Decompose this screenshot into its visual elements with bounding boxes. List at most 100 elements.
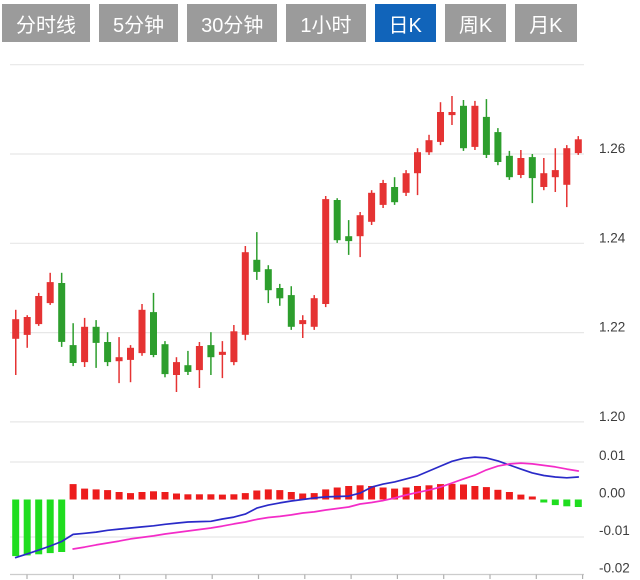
candle-body: [505, 155, 513, 178]
candle-body: [494, 132, 502, 162]
candle-body: [551, 170, 559, 178]
tab-label: 月K: [529, 14, 563, 37]
macd-bar-positive: [528, 496, 536, 500]
macd-bar-positive: [287, 492, 295, 500]
macd-bar-positive: [505, 492, 513, 500]
macd-bar-positive: [104, 490, 112, 500]
macd-bar-positive: [517, 494, 525, 500]
candle-body: [195, 346, 203, 371]
candle-body: [218, 351, 226, 355]
price-gridlines: [10, 64, 584, 423]
macd-bar-positive: [253, 490, 261, 500]
macd-bar-positive: [494, 489, 502, 500]
candle-body: [437, 112, 444, 142]
macd-bar-positive: [195, 494, 203, 500]
macd-bar-positive: [161, 492, 169, 500]
tab-weekly-k[interactable]: 周K: [444, 4, 507, 42]
tab-label: 5分钟: [113, 14, 165, 37]
tab-1hour[interactable]: 1小时: [286, 4, 366, 42]
candle-body: [81, 326, 89, 363]
tab-minute-line[interactable]: 分时线: [2, 4, 90, 42]
macd-bar-positive: [333, 487, 341, 500]
candle-body: [115, 357, 123, 362]
macd-bar-positive: [368, 486, 376, 500]
candle-body: [287, 295, 295, 327]
candle-body: [379, 183, 387, 205]
tab-daily-k[interactable]: 日K: [374, 4, 436, 42]
candle-body: [460, 105, 467, 149]
macd-bar-positive: [460, 484, 467, 500]
macd-bar-negative: [574, 499, 582, 507]
macd-bar-positive: [448, 483, 456, 500]
timeframe-tabs: 分时线 5分钟 30分钟 1小时 日K 周K 月K: [2, 4, 577, 42]
candle-body: [414, 152, 421, 174]
macd-bar-positive: [345, 486, 353, 500]
macd-bar-positive: [402, 487, 410, 500]
macd-gridlines: [10, 461, 584, 538]
tab-label: 1小时: [300, 14, 352, 37]
macd-bar-positive: [379, 487, 387, 500]
candle-body: [173, 362, 180, 375]
candle-body: [540, 173, 548, 187]
macd-bar-positive: [138, 492, 146, 500]
candle-body: [310, 298, 318, 327]
macd-bar-negative: [563, 499, 571, 507]
macd-bar-positive: [241, 493, 249, 500]
candle-body: [402, 173, 410, 193]
tab-monthly-k[interactable]: 月K: [515, 4, 577, 42]
candle-body: [563, 148, 571, 185]
macd-bar-negative: [23, 499, 31, 556]
candle-body: [333, 200, 341, 241]
macd-bar-positive: [425, 485, 433, 500]
macd-bar-positive: [173, 493, 180, 500]
macd-bar-positive: [230, 494, 238, 500]
candle-body: [528, 157, 536, 179]
candle-body: [12, 319, 20, 339]
macd-bar-positive: [92, 489, 100, 500]
macd-bar-positive: [150, 491, 157, 500]
candle-body: [299, 320, 307, 325]
macd-bar-positive: [276, 490, 284, 500]
candle-body: [264, 269, 272, 291]
macd-label: 0.01: [599, 448, 625, 463]
tab-label: 周K: [458, 14, 493, 37]
macd-label: -0.01: [599, 523, 630, 538]
macd-bar-positive: [81, 488, 89, 500]
macd-bar-positive: [115, 492, 123, 500]
candle-body: [425, 140, 433, 153]
macd-bar-negative: [46, 499, 54, 554]
candle-body: [35, 296, 43, 325]
macd-bar-positive: [218, 494, 226, 500]
macd-bar-negative: [12, 499, 20, 557]
candle-body: [46, 282, 54, 304]
candle-body: [345, 236, 353, 242]
macd-label: 0.00: [599, 486, 625, 501]
dif-line: [14, 456, 580, 559]
candle-body: [138, 309, 146, 354]
candle-body: [69, 345, 77, 363]
macd-bar-negative: [35, 499, 43, 555]
candle-body: [230, 331, 238, 363]
macd-bar-positive: [471, 486, 479, 500]
macd-bar-negative: [551, 499, 559, 506]
candle-body: [241, 252, 249, 335]
macd-histogram: [12, 483, 582, 557]
candle-body: [391, 187, 399, 203]
tab-30min[interactable]: 30分钟: [187, 4, 278, 42]
macd-bar-positive: [482, 487, 490, 500]
macd-bar-positive: [391, 488, 399, 500]
tab-5min[interactable]: 5分钟: [99, 4, 179, 42]
price-label: 1.22: [599, 320, 625, 335]
candle-body: [574, 139, 582, 154]
tab-label: 分时线: [16, 14, 76, 37]
candle-body: [207, 345, 215, 358]
price-label: 1.24: [599, 230, 626, 245]
candle-body: [368, 192, 376, 222]
candle-body: [276, 288, 284, 299]
x-axis: [10, 573, 584, 579]
price-axis-labels: 1.26 1.24 1.22 1.20: [599, 141, 626, 424]
macd-bar-positive: [184, 494, 192, 500]
candle-body: [356, 215, 364, 237]
candle-body: [161, 344, 169, 375]
macd-bar-positive: [69, 484, 77, 500]
